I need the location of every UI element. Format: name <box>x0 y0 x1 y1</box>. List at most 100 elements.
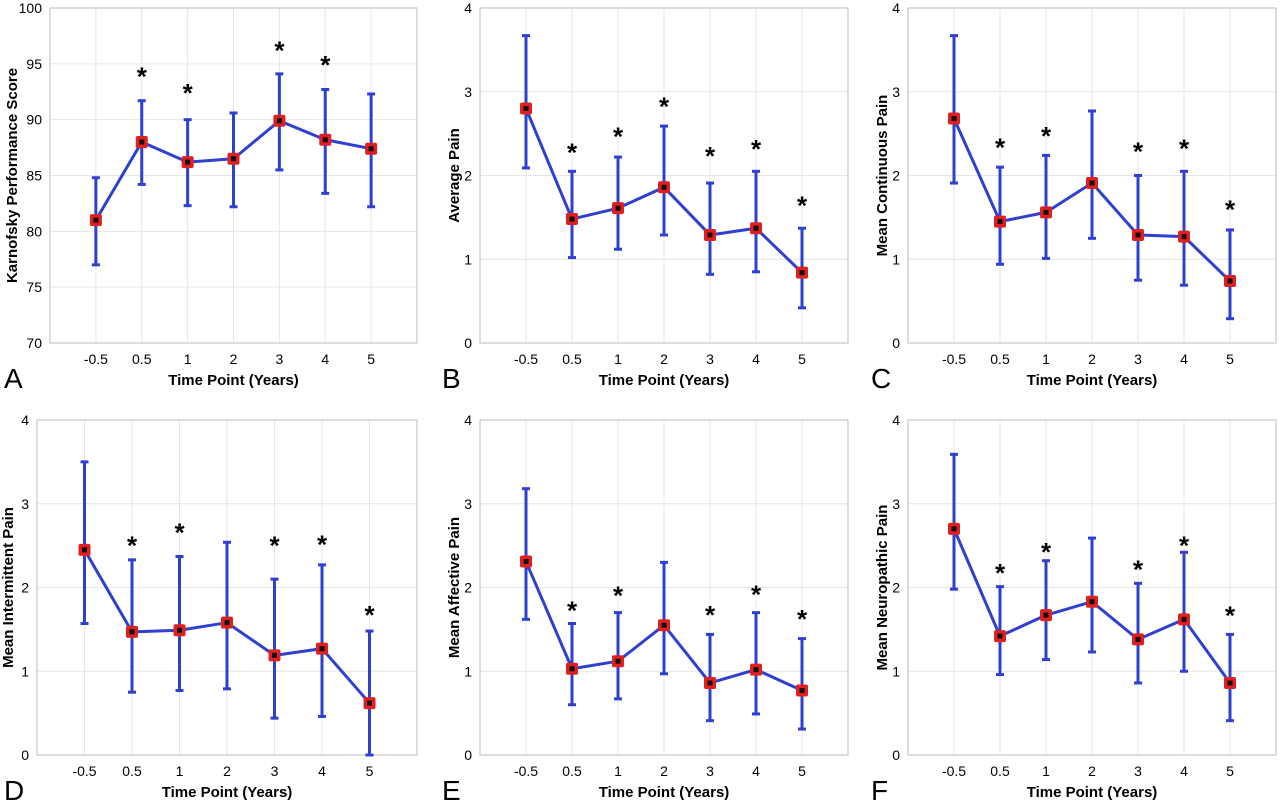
panel-letter: E <box>442 775 461 802</box>
x-tick-label: 2 <box>223 763 231 779</box>
y-tick-label: 2 <box>21 580 29 596</box>
x-tick-label: 1 <box>1042 351 1050 367</box>
data-point-center <box>1227 278 1233 284</box>
significance-star: * <box>705 141 716 171</box>
significance-star: * <box>1179 530 1190 560</box>
x-tick-label: 2 <box>1088 351 1096 367</box>
data-point-center <box>569 666 575 672</box>
y-tick-label: 1 <box>21 663 29 679</box>
y-axis-label: Average Pain <box>446 128 463 223</box>
data-point-center <box>799 270 805 276</box>
x-tick-label: 4 <box>321 351 329 367</box>
y-tick-label: 90 <box>26 112 42 128</box>
significance-star: * <box>613 122 624 152</box>
data-point-center <box>951 116 957 122</box>
axes-box <box>907 7 1277 344</box>
x-tick-label: -0.5 <box>72 763 96 779</box>
data-point-center <box>997 633 1003 639</box>
y-tick-label: 75 <box>26 279 42 295</box>
significance-star: * <box>364 600 375 630</box>
significance-star: * <box>137 61 148 91</box>
y-tick-label: 0 <box>892 747 900 763</box>
x-tick-label: 1 <box>614 763 622 779</box>
x-tick-label: 3 <box>706 763 714 779</box>
data-point-center <box>753 667 759 673</box>
x-tick-label: -0.5 <box>84 351 108 367</box>
chart-panel-a: 70 75 80 85 90 95 100 -0.5 0.5 1 2 3 4 5 Time Point (Y… <box>4 0 418 394</box>
data-point-center <box>661 622 667 628</box>
data-point-center <box>368 146 374 152</box>
significance-star: * <box>613 581 624 611</box>
significance-star: * <box>320 50 331 80</box>
data-point-center <box>569 216 575 222</box>
data-point-center <box>707 680 713 686</box>
y-axis-label: Mean Affective Pain <box>446 517 463 658</box>
significance-star: * <box>127 530 138 560</box>
y-tick-label: 2 <box>464 168 472 184</box>
y-tick-label: 1 <box>464 251 472 267</box>
x-tick-label: 0.5 <box>122 763 142 779</box>
y-tick-label: 3 <box>892 84 900 100</box>
x-tick-label: 5 <box>798 351 806 367</box>
data-point-center <box>224 620 230 626</box>
significance-star: * <box>797 190 808 220</box>
x-tick-label: 1 <box>614 351 622 367</box>
x-tick-label: 0.5 <box>562 763 582 779</box>
y-axis-label: Karnofsky Performance Score <box>4 68 21 283</box>
data-point-center <box>276 118 282 124</box>
x-tick-label: 0.5 <box>990 351 1010 367</box>
data-point-center <box>1089 599 1095 605</box>
chart-panel-e: 0 1 2 3 4 -0.5 0.5 1 2 3 4 5 Time Point (Years) Mean … <box>442 412 849 802</box>
chart-panel-b: 0 1 2 3 4 -0.5 0.5 1 2 3 4 5 Time Point (Years) Avera… <box>442 0 849 394</box>
data-point-center <box>615 205 621 211</box>
axes-box <box>36 419 418 756</box>
data-point-center <box>129 629 135 635</box>
significance-star: * <box>797 604 808 634</box>
data-point-center <box>185 159 191 165</box>
data-point-center <box>1181 234 1187 240</box>
y-tick-label: 70 <box>26 335 42 351</box>
data-point-center <box>799 688 805 694</box>
data-point-center <box>997 219 1003 225</box>
x-axis-label: Time Point (Years) <box>599 372 730 389</box>
y-tick-label: 4 <box>464 0 472 16</box>
x-tick-label: 5 <box>1226 763 1234 779</box>
x-tick-label: 4 <box>318 763 326 779</box>
significance-star: * <box>659 91 670 121</box>
significance-star: * <box>1041 121 1052 151</box>
y-tick-label: 2 <box>892 580 900 596</box>
data-point-center <box>367 700 372 706</box>
data-point-center <box>1135 636 1141 642</box>
significance-star: * <box>1133 555 1144 585</box>
data-point-center <box>1089 180 1095 186</box>
data-point-center <box>1043 612 1049 618</box>
significance-star: * <box>274 36 285 66</box>
x-tick-label: -0.5 <box>514 351 538 367</box>
data-point-center <box>177 627 182 633</box>
x-tick-label: 2 <box>230 351 238 367</box>
data-point-center <box>1181 616 1187 622</box>
chart-panel-d: 0 1 2 3 4 -0.5 0.5 1 2 3 4 5 Time Point (Years) Mean … <box>0 412 418 802</box>
x-tick-label: 4 <box>752 351 760 367</box>
significance-star: * <box>1179 133 1190 163</box>
significance-star: * <box>1225 601 1236 631</box>
y-tick-label: 4 <box>892 412 900 428</box>
x-tick-label: 2 <box>660 763 668 779</box>
significance-star: * <box>1225 194 1236 224</box>
significance-star: * <box>183 78 194 108</box>
significance-star: * <box>269 530 280 560</box>
y-tick-label: 3 <box>464 496 472 512</box>
x-tick-label: 3 <box>271 763 279 779</box>
significance-star: * <box>751 134 762 164</box>
axes-box <box>907 419 1277 756</box>
significance-star: * <box>995 558 1006 588</box>
x-tick-label: 0.5 <box>132 351 152 367</box>
x-tick-label: 5 <box>798 763 806 779</box>
data-point-center <box>1135 232 1141 238</box>
data-point-center <box>661 184 667 190</box>
x-tick-label: 4 <box>1180 763 1188 779</box>
data-point-center <box>523 559 529 565</box>
significance-star: * <box>995 132 1006 162</box>
data-point-center <box>1043 209 1049 215</box>
